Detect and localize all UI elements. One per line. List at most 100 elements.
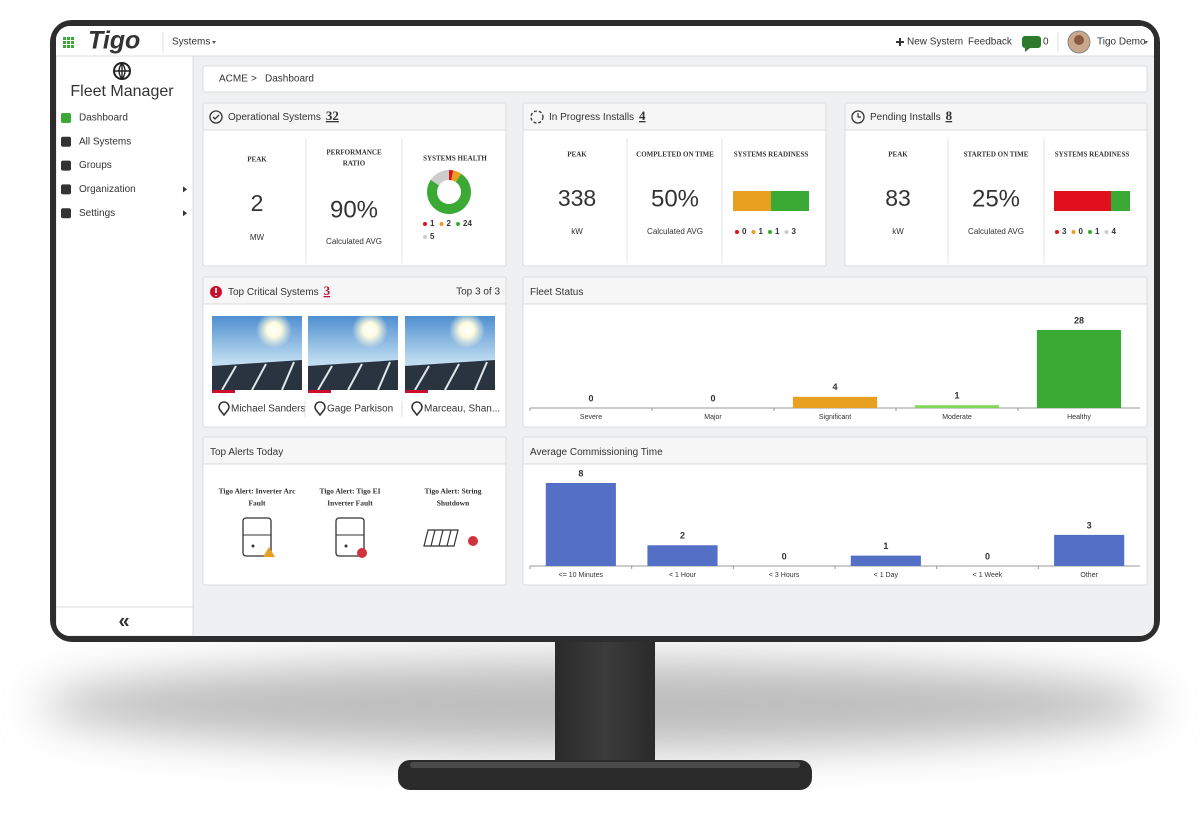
menu-item[interactable]: Dashboard	[79, 113, 128, 124]
bar-value-label: 0	[782, 551, 787, 561]
kpi-label: PEAK	[247, 156, 267, 164]
system-name[interactable]: Marceau, Shan...	[424, 404, 500, 415]
bar-value-label: 8	[578, 468, 583, 478]
avatar-face	[1074, 35, 1084, 45]
bar[interactable]	[545, 483, 616, 566]
new-system[interactable]: New System	[907, 37, 963, 48]
kpi-value: 25%	[972, 185, 1020, 212]
logo[interactable]: Tigo	[88, 27, 140, 55]
error-badge	[468, 536, 478, 546]
pin-icon	[314, 401, 326, 417]
menu-item[interactable]: Organization	[79, 184, 136, 195]
card-count[interactable]: 4	[639, 108, 646, 123]
bar[interactable]	[1054, 534, 1125, 566]
app-grid-icon	[63, 45, 66, 48]
chat-icon[interactable]	[1022, 36, 1041, 52]
card-count[interactable]: 8	[946, 108, 953, 123]
system-photo-sun	[256, 312, 292, 348]
legend-value: 0	[742, 227, 747, 236]
legend-dot	[1071, 230, 1076, 234]
legend-value: 1	[430, 219, 435, 228]
legend-dot	[1055, 230, 1059, 234]
menu-item[interactable]: All Systems	[79, 136, 131, 147]
kpi-value: 2	[251, 190, 264, 216]
readiness-segment	[1054, 191, 1111, 211]
critical-summary: Top 3 of 3	[456, 287, 500, 298]
menu-item[interactable]: Settings	[79, 208, 115, 219]
plus-icon	[896, 38, 904, 46]
card-title: Top Alerts Today	[210, 447, 283, 458]
readiness-segment	[733, 191, 771, 211]
message-count: 0	[1043, 37, 1049, 48]
card-title-text: Pending Installs	[870, 112, 941, 123]
warning-badge	[263, 547, 275, 557]
menu-icon	[61, 160, 71, 171]
x-tick-label: Significant	[819, 414, 851, 421]
clock-icon	[851, 110, 865, 124]
kpi-label: PEAK	[567, 151, 587, 159]
card	[202, 102, 507, 267]
alert-name[interactable]: Inverter Fault	[327, 499, 373, 508]
menu-icon	[61, 184, 71, 195]
alert-name[interactable]: Shutdown	[437, 499, 470, 508]
card-title: Average Commissioning Time	[530, 447, 663, 458]
user-menu[interactable]: Tigo Demo	[1097, 37, 1146, 48]
legend-value: 24	[463, 219, 472, 228]
sidebar-title: Fleet Manager	[70, 83, 174, 100]
kpi-unit: MW	[250, 233, 265, 242]
card-header	[523, 103, 826, 130]
system-photo-rails	[317, 361, 391, 391]
system-photo-sun	[352, 312, 388, 348]
system-name[interactable]: Michael Sanders	[231, 404, 305, 415]
kpi-value: 50%	[651, 185, 699, 212]
collapse-button[interactable]: «	[118, 610, 129, 632]
bar-value-label: 1	[954, 391, 959, 401]
card-title: Top Critical Systems 3	[228, 283, 331, 298]
bar[interactable]	[914, 405, 1000, 408]
menu-icon	[61, 136, 71, 147]
legend-value: 0	[1079, 227, 1084, 236]
app-grid-icon	[67, 37, 70, 40]
legend-value: 3	[792, 227, 797, 236]
app-grid-icon	[67, 41, 70, 44]
kpi-label: PERFORMANCE	[326, 149, 382, 157]
bar[interactable]	[792, 396, 878, 408]
x-tick-label: < 1 Week	[973, 572, 1003, 579]
bar[interactable]	[1036, 330, 1122, 408]
top-nav	[56, 26, 1154, 56]
card-title-text: Top Alerts Today	[210, 447, 283, 458]
app-grid-icon	[67, 45, 70, 48]
app-grid-icon	[63, 37, 66, 40]
alert-name[interactable]: Tigo Alert: String	[425, 487, 482, 496]
breadcrumb-item: Dashboard	[265, 74, 314, 85]
breadcrumb-item[interactable]: ACME	[219, 74, 248, 85]
caret	[212, 41, 216, 44]
card-count[interactable]: 3	[324, 283, 331, 298]
menu-icon	[61, 208, 71, 219]
card-header	[203, 277, 506, 304]
kpi-label: SYSTEMS READINESS	[734, 151, 809, 159]
bar-value-label: 0	[985, 551, 990, 561]
feedback[interactable]: Feedback	[968, 37, 1013, 48]
menu-item[interactable]: Groups	[79, 160, 112, 171]
system-photo-rails	[221, 361, 295, 391]
x-tick-label: Severe	[580, 414, 602, 421]
alert-name[interactable]: Fault	[248, 499, 266, 508]
card-header	[523, 277, 1147, 304]
nav-menu[interactable]: Systems	[172, 37, 210, 48]
submenu-arrow	[183, 210, 187, 217]
card-header	[203, 437, 506, 464]
app-grid-icon	[71, 41, 74, 44]
bar[interactable]	[850, 555, 921, 566]
system-photo-sun	[449, 312, 485, 348]
kpi-label: RATIO	[343, 160, 366, 168]
bar[interactable]	[647, 545, 718, 566]
alert-name[interactable]: Tigo Alert: Tigo EI	[319, 487, 380, 496]
legend-dot	[423, 222, 427, 226]
system-name[interactable]: Gage Parkison	[327, 404, 393, 415]
check-mark	[212, 114, 220, 120]
clock-hands	[857, 113, 861, 118]
bar-value-label: 28	[1074, 315, 1084, 325]
alert-name[interactable]: Tigo Alert: Inverter Arc	[219, 487, 297, 496]
card-count[interactable]: 32	[326, 108, 339, 123]
